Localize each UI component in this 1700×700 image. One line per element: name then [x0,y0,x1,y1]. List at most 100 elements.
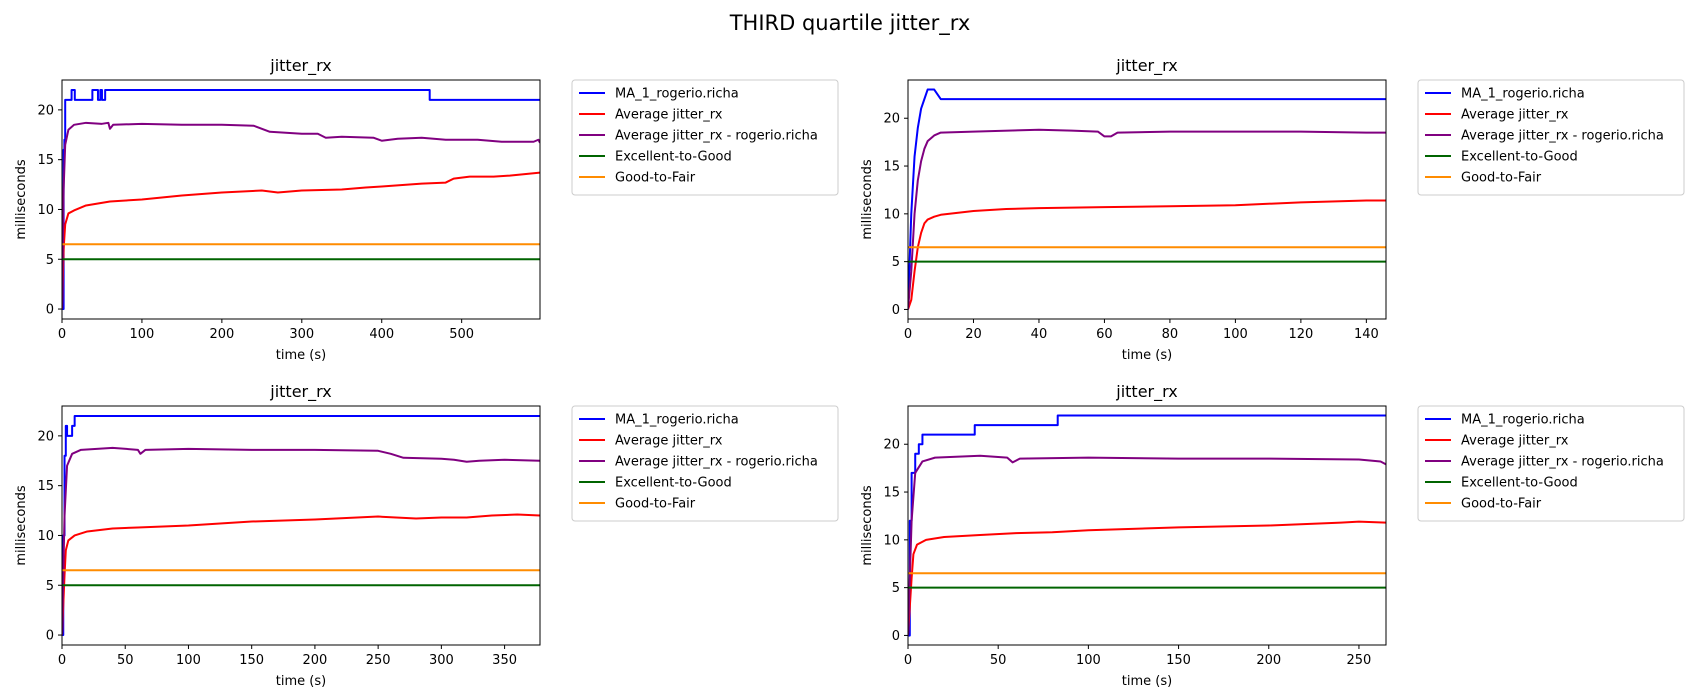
x-tick-label: 20 [965,327,982,342]
x-tick-label: 100 [176,653,201,668]
x-tick-label: 0 [58,327,66,342]
x-tick-label: 40 [1031,327,1048,342]
legend-label-5: Good-to-Fair [615,497,696,512]
x-tick-label: 400 [369,327,394,342]
figure-suptitle: THIRD quartile jitter_rx [729,11,971,36]
legend-label-1: MA_1_rogerio.richa [1461,87,1585,102]
x-tick-label: 300 [429,653,454,668]
legend: MA_1_rogerio.richa Average jitter_rx Avera… [571,79,839,196]
legend-label-3: Average jitter_rx - rogerio.richa [615,129,818,144]
y-tick-label: 15 [37,153,54,168]
legend-label-2: Average jitter_rx [1461,108,1569,123]
legend-label-5: Good-to-Fair [615,171,696,186]
series-line-1 [62,88,540,311]
x-tick-label: 350 [492,653,517,668]
legend-label-5: Good-to-Fair [1461,497,1542,512]
x-tick-label: 50 [117,653,134,668]
y-tick-label: 5 [892,581,900,596]
y-axis-label: milliseconds [14,159,29,239]
legend: MA_1_rogerio.richa Average jitter_rx Avera… [571,405,839,522]
x-tick-label: 150 [1166,653,1191,668]
y-tick-label: 0 [46,629,54,644]
series-line-1 [908,88,1386,310]
series-line-3 [908,128,1386,310]
legend-label-2: Average jitter_rx [615,434,723,449]
y-axis-label: milliseconds [860,485,875,565]
chart-title: jitter_rx [269,382,331,402]
legend: MA_1_rogerio.richa Average jitter_rx Avera… [1417,79,1685,196]
series-line-1 [908,414,1386,637]
x-tick-label: 150 [239,653,264,668]
y-tick-label: 10 [883,207,900,222]
legend-box [571,405,839,522]
x-axis-label: time (s) [276,674,326,689]
legend-label-2: Average jitter_rx [615,108,723,123]
y-tick-label: 20 [883,438,900,453]
legend-label-2: Average jitter_rx [1461,434,1569,449]
x-tick-label: 200 [302,653,327,668]
x-tick-label: 200 [1256,653,1281,668]
legend-label-1: MA_1_rogerio.richa [615,413,739,428]
y-axis-label: milliseconds [860,159,875,239]
legend-label-1: MA_1_rogerio.richa [1461,413,1585,428]
legend-label-4: Excellent-to-Good [615,476,732,491]
y-tick-label: 0 [46,303,54,318]
series-line-3 [62,446,540,636]
x-axis-label: time (s) [1122,674,1172,689]
chart-panel-2: 0 20 40 60 80 100 120 140 0 5 10 15 20 jitter_rxtime … [860,56,1685,363]
y-tick-label: 0 [892,303,900,318]
axes-frame [61,405,541,646]
chart-panel-3: 0 50 100 150 200 250 300 350 0 5 10 15 20 jitter_rxti… [14,382,839,689]
y-tick-label: 10 [37,529,54,544]
y-tick-label: 20 [37,103,54,118]
legend-label-3: Average jitter_rx - rogerio.richa [615,455,818,470]
legend-label-4: Excellent-to-Good [1461,150,1578,165]
y-tick-label: 10 [37,203,54,218]
x-tick-label: 300 [289,327,314,342]
y-axis-label: milliseconds [14,485,29,565]
x-axis-label: time (s) [1122,348,1172,363]
chart-title: jitter_rx [1115,382,1177,402]
x-tick-label: 0 [904,327,912,342]
legend-label-5: Good-to-Fair [1461,171,1542,186]
x-tick-label: 250 [1347,653,1372,668]
y-tick-label: 5 [46,253,54,268]
x-tick-label: 80 [1162,327,1179,342]
legend-label-4: Excellent-to-Good [615,150,732,165]
x-tick-label: 100 [1223,327,1248,342]
y-tick-label: 5 [892,255,900,270]
legend-label-3: Average jitter_rx - rogerio.richa [1461,455,1664,470]
legend-label-4: Excellent-to-Good [1461,476,1578,491]
x-tick-label: 0 [904,653,912,668]
x-tick-label: 250 [366,653,391,668]
legend-label-1: MA_1_rogerio.richa [615,87,739,102]
x-tick-label: 500 [449,327,474,342]
y-tick-label: 20 [37,429,54,444]
x-tick-label: 140 [1354,327,1379,342]
legend-box [1417,405,1685,522]
y-tick-label: 5 [46,579,54,594]
legend-label-3: Average jitter_rx - rogerio.richa [1461,129,1664,144]
y-tick-label: 15 [883,486,900,501]
legend: MA_1_rogerio.richa Average jitter_rx Avera… [1417,405,1685,522]
series-line-2 [908,199,1386,310]
chart-title: jitter_rx [1115,56,1177,76]
series-line-3 [908,454,1386,636]
x-tick-label: 0 [58,653,66,668]
x-tick-label: 100 [1076,653,1101,668]
axes-frame [907,405,1387,646]
series-line-2 [908,520,1386,636]
y-tick-label: 15 [883,160,900,175]
x-tick-label: 60 [1096,327,1113,342]
x-axis-label: time (s) [276,348,326,363]
series-line-2 [62,513,540,636]
x-tick-label: 120 [1288,327,1313,342]
y-tick-label: 20 [883,112,900,127]
legend-box [1417,79,1685,196]
y-tick-label: 15 [37,479,54,494]
legend-box [571,79,839,196]
y-tick-label: 0 [892,629,900,644]
x-tick-label: 100 [130,327,155,342]
